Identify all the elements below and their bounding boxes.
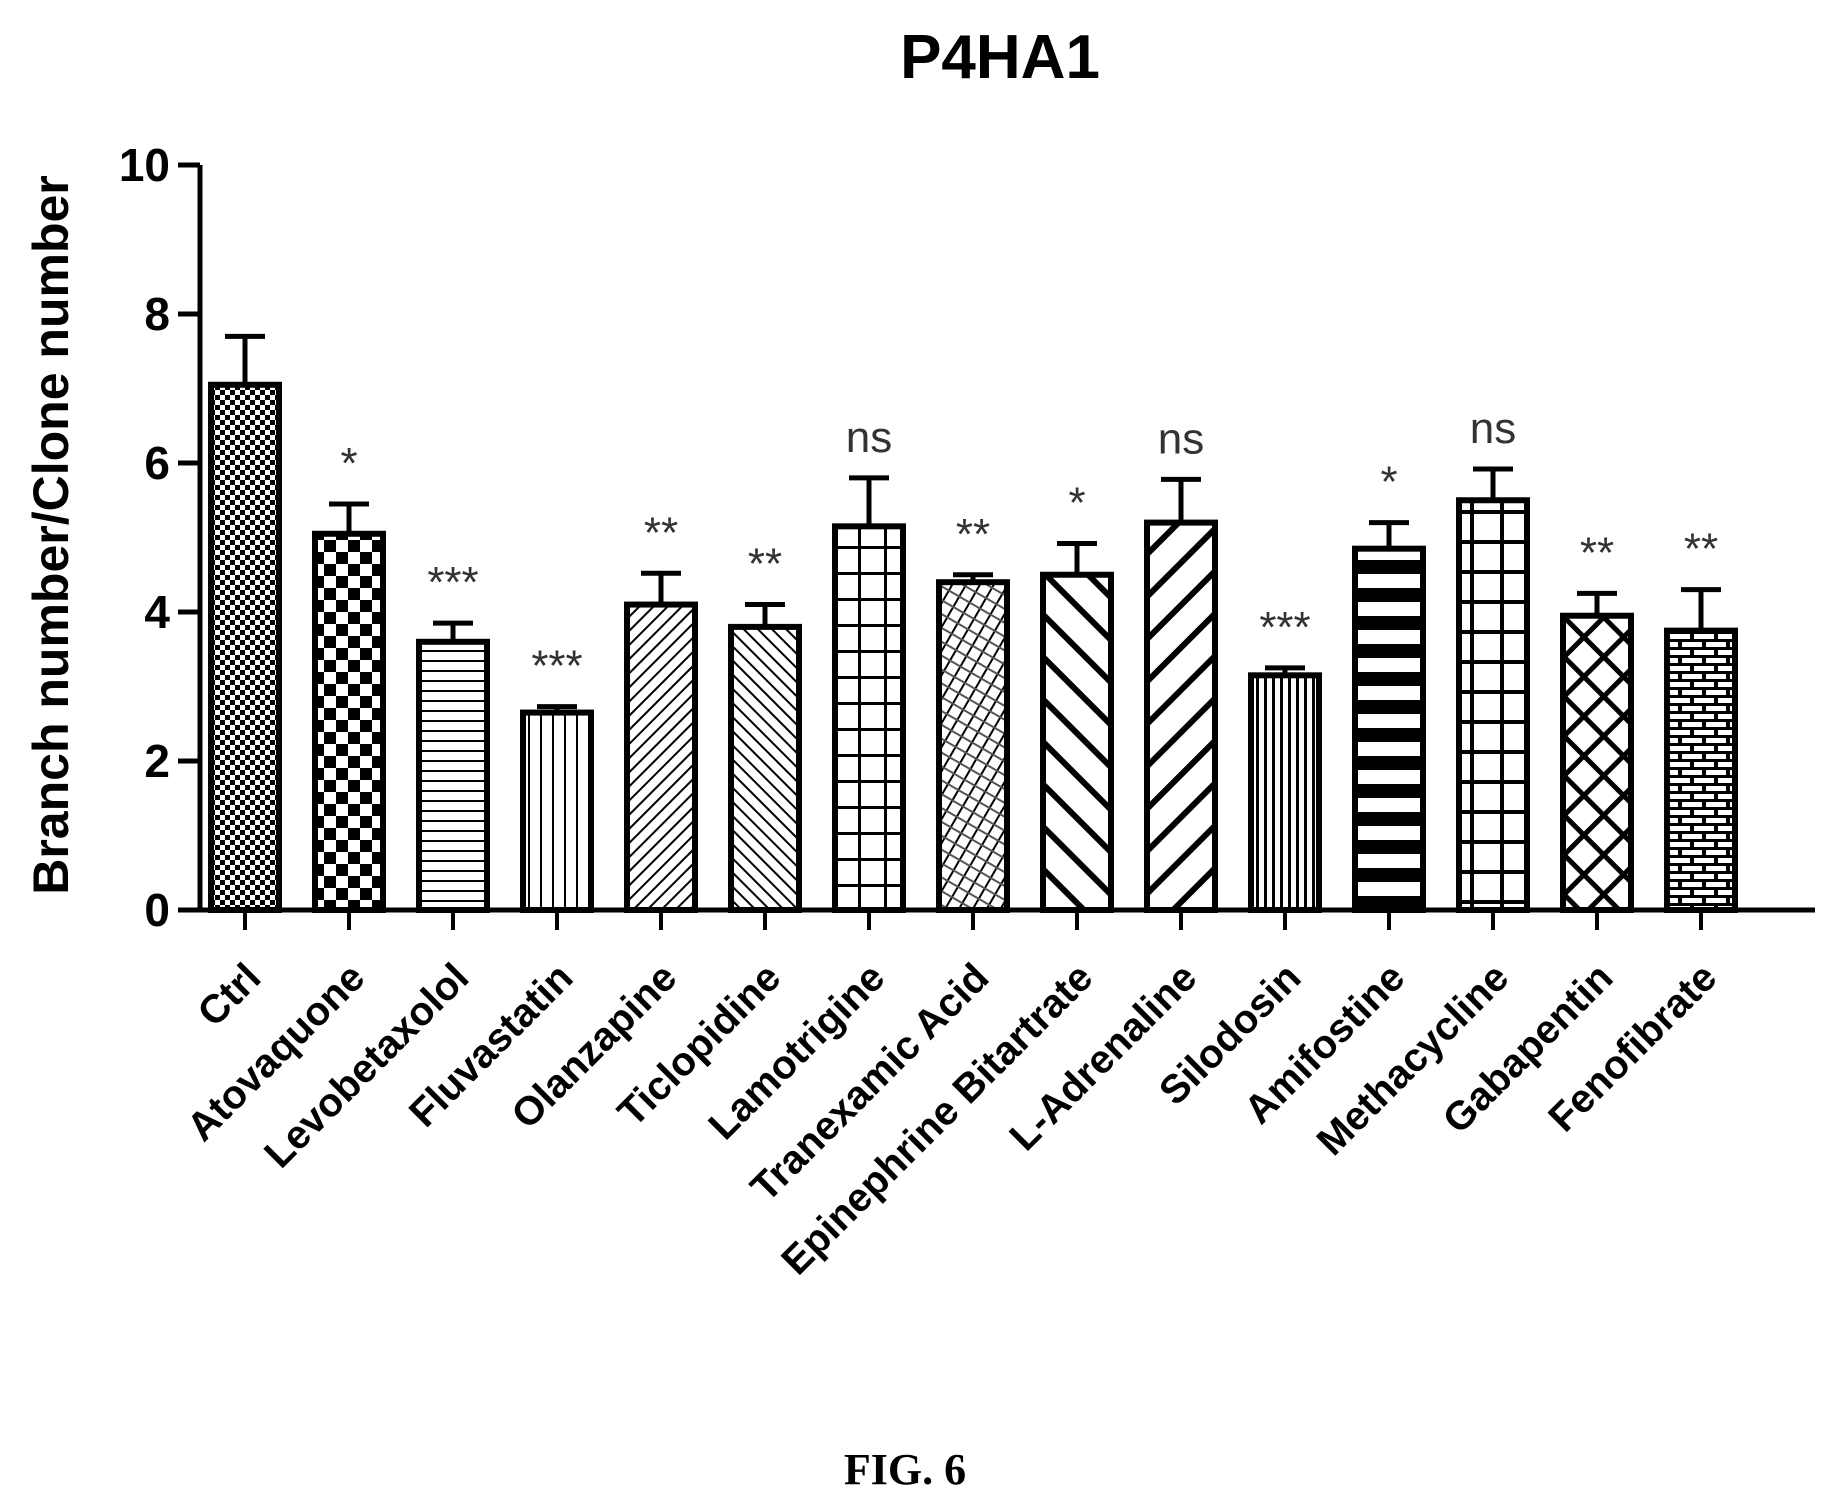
y-axis-label: Branch number/Clone number [23, 175, 79, 895]
significance-label: ** [956, 510, 990, 559]
bars-group: ***********ns***ns****ns** ** [208, 333, 1738, 914]
bar [832, 523, 906, 913]
bar [728, 623, 802, 914]
significance-label: ** [1684, 525, 1718, 574]
significance-label: *** [427, 558, 478, 607]
significance-label: * [340, 439, 357, 488]
y-tick-label: 4 [144, 586, 170, 638]
bar [936, 579, 1010, 913]
figure-caption: FIG. 6 [844, 1445, 966, 1494]
x-tick-labels: CtrlAtovaquoneLevobetaxololFluvastatinOl… [179, 955, 1726, 1283]
significance-label: * [1380, 458, 1397, 507]
bar [1456, 497, 1530, 913]
bar [624, 601, 698, 913]
bar [1664, 627, 1738, 913]
bar [1248, 672, 1322, 914]
significance-label: ** [644, 508, 678, 557]
significance-label: ** [748, 540, 782, 589]
bar [312, 530, 386, 914]
x-tick-label: Ctrl [190, 955, 270, 1035]
y-tick-label: 8 [144, 288, 170, 340]
significance-label: ** [1580, 528, 1614, 577]
bar [520, 709, 594, 914]
y-tick-label: 6 [144, 437, 170, 489]
bar [1352, 545, 1426, 913]
y-tick-label: 10 [119, 139, 170, 191]
significance-label: * [1068, 478, 1085, 527]
y-tick-label: 2 [144, 735, 170, 787]
significance-label: ns [846, 413, 892, 462]
y-tick-label: 0 [144, 884, 170, 936]
significance-label: *** [531, 642, 582, 691]
significance-label: ns [1158, 414, 1204, 463]
significance-label: ns [1470, 404, 1516, 453]
bar [1144, 519, 1218, 913]
bar [1560, 612, 1634, 913]
bar [208, 381, 282, 913]
significance-label: *** [1259, 603, 1310, 652]
bar [1040, 571, 1114, 913]
chart-title: P4HA1 [900, 23, 1100, 92]
bar [416, 638, 490, 913]
x-tick-label: L-Adrenaline [1001, 955, 1205, 1159]
